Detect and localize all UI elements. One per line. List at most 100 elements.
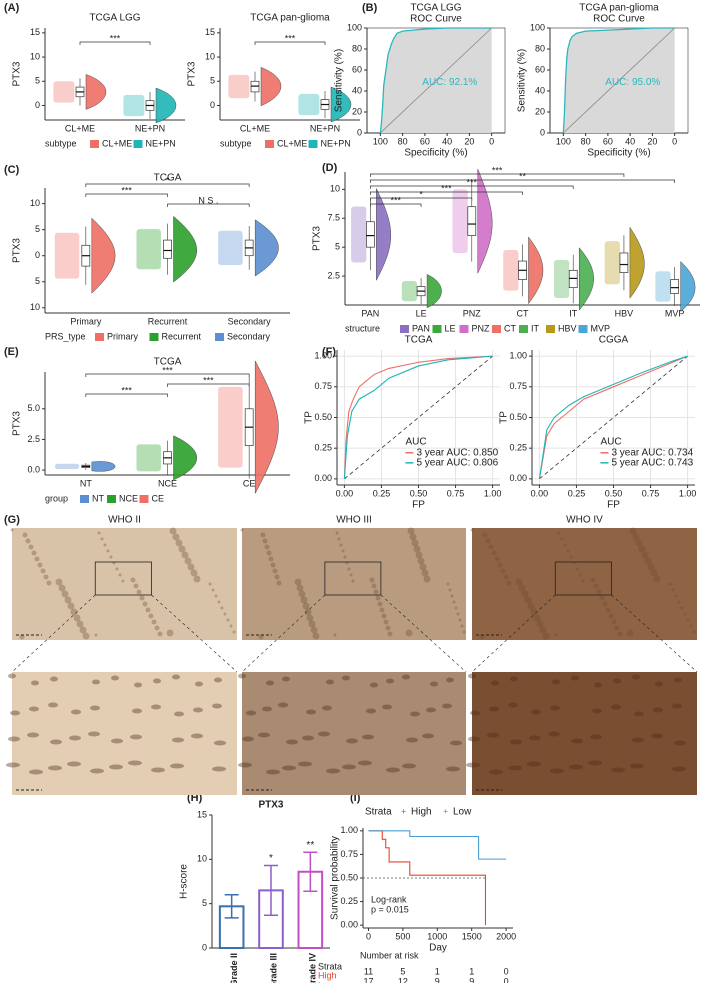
micrograph-texture: [632, 674, 640, 680]
micrograph: [472, 528, 697, 640]
panel-label: (C): [4, 164, 20, 176]
micrograph-texture: [262, 538, 268, 544]
x-tick-label: 1000: [427, 931, 447, 941]
x-tick-label: 0.00: [336, 488, 354, 498]
micrograph-texture: [302, 735, 314, 741]
micrograph-texture: [121, 579, 125, 583]
micrograph-texture: [298, 761, 312, 767]
micrograph-texture: [491, 680, 499, 686]
micrograph-texture: [139, 595, 145, 601]
legend-title: subtype: [220, 138, 252, 148]
micrograph-texture: [347, 567, 351, 571]
significance-label: ***: [121, 185, 132, 195]
micrograph-texture: [6, 762, 20, 768]
micrograph-texture: [632, 737, 644, 743]
panel-label: (B): [362, 2, 378, 14]
micrograph-texture: [29, 769, 43, 775]
x-tick-label: 60: [603, 136, 613, 146]
half-violin: [528, 236, 544, 305]
micrograph-texture: [563, 543, 567, 547]
legend-swatch: [308, 140, 318, 148]
y-tick-label: 80: [352, 43, 362, 53]
micrograph-texture: [268, 556, 274, 562]
micrograph-texture: [349, 573, 353, 577]
micrograph-texture: [211, 588, 215, 592]
micrograph-texture: [524, 596, 532, 604]
significance-bracket: [79, 41, 151, 45]
micrograph-texture: [208, 582, 212, 586]
significance-label: ***: [390, 195, 401, 205]
micrograph-texture: [214, 594, 218, 598]
micrograph-texture: [43, 574, 49, 580]
micrograph-texture: [497, 562, 503, 568]
micrograph-texture: [238, 762, 252, 768]
micrograph-texture: [672, 703, 682, 709]
y-tick-label: 0: [540, 127, 545, 137]
micrograph-texture: [569, 555, 573, 559]
micrograph-texture: [550, 705, 560, 711]
legend-label: CL+ME: [102, 138, 132, 148]
micrograph-texture: [617, 631, 623, 637]
legend-swatch: [400, 325, 409, 333]
legend-title: AUC: [600, 436, 621, 447]
roc-line: [538, 355, 688, 479]
micrograph-texture: [419, 563, 427, 571]
significance-bracket: [167, 383, 250, 387]
y-tick-label: 0.25: [509, 443, 527, 453]
y-axis-label: TP: [304, 411, 315, 424]
y-tick-label: 0.25: [314, 443, 332, 453]
micrograph-texture: [175, 539, 183, 547]
panel-label: (A): [4, 2, 20, 14]
y-tick-label: 1.00: [314, 351, 332, 361]
micrograph-texture: [134, 682, 142, 688]
micrograph-texture: [223, 612, 227, 616]
micrograph-texture: [566, 549, 570, 553]
box: [163, 239, 172, 259]
micrograph-texture: [674, 594, 678, 598]
error-bar: [303, 851, 318, 893]
legend-title: group: [45, 493, 68, 503]
micrograph-texture: [128, 760, 142, 766]
cloud: [136, 444, 161, 472]
micrograph-texture: [154, 625, 160, 631]
cloud: [53, 81, 75, 103]
micrograph-texture: [605, 607, 611, 613]
x-tick-label: NE+PN: [310, 123, 340, 133]
significance-bracket: [85, 193, 168, 197]
micrograph-texture: [286, 739, 298, 745]
micrograph-texture: [382, 704, 392, 710]
micrograph-texture: [686, 618, 690, 622]
micrograph-texture: [25, 538, 31, 544]
legend-swatch: [546, 325, 555, 333]
micrograph-texture: [172, 533, 180, 541]
micrograph-texture: [111, 675, 119, 681]
x-tick-label: 100: [556, 136, 571, 146]
box: [670, 279, 679, 294]
micrograph-texture: [489, 706, 499, 712]
micrograph-texture: [145, 607, 151, 613]
y-tick-label: 0.00: [314, 473, 332, 483]
y-tick-label: 0.25: [340, 896, 358, 906]
half-violin: [155, 87, 176, 124]
micrograph-texture: [266, 680, 274, 686]
y-tick-label: 5: [35, 276, 40, 286]
micrograph-texture: [148, 613, 154, 619]
half-violin: [477, 169, 493, 274]
x-axis-label: Day: [429, 943, 447, 954]
micrograph-texture: [151, 767, 165, 773]
y-tick-label: 0.50: [314, 412, 332, 422]
significance-bracket: [167, 203, 250, 207]
micrograph-texture: [422, 733, 434, 739]
zoom-guide: [151, 594, 238, 673]
micrograph-texture: [668, 582, 672, 586]
micrograph-texture: [571, 738, 583, 744]
micrograph-texture: [306, 709, 316, 715]
significance-bracket: [370, 203, 422, 207]
chart-subtitle: ROC Curve: [410, 14, 462, 25]
cloud: [351, 206, 367, 263]
micrograph-texture: [302, 602, 310, 610]
reference-diagonal: [380, 27, 492, 134]
y-tick-label: 2.5: [27, 434, 40, 444]
micrograph-texture: [602, 601, 608, 607]
inset-box: [94, 561, 152, 596]
